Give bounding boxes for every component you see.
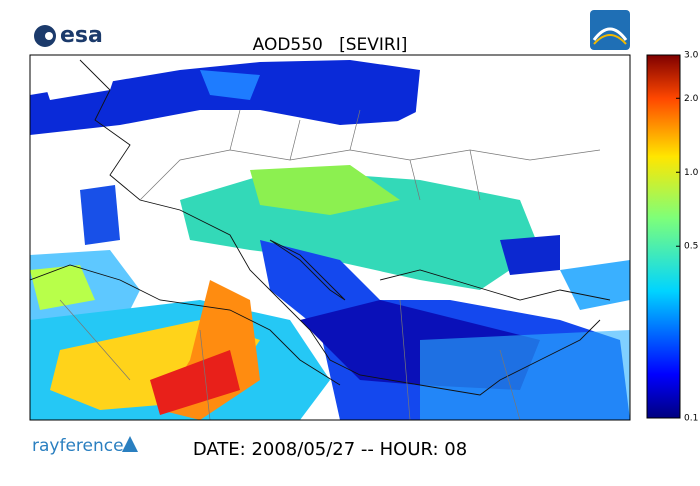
- map-title: AOD550 [SEVIRI]: [253, 35, 408, 55]
- rayference-logo: rayference: [32, 436, 138, 456]
- date-caption: DATE: 2008/05/27 -- HOUR: 08: [193, 439, 467, 460]
- colorbar-tick-label: 1.0: [684, 168, 699, 178]
- colorbar-tick-label: 2.0: [684, 94, 699, 104]
- colorbar: [646, 54, 681, 419]
- colorbar-ticks: 3.0 2.0 1.0 0.5 0.1: [676, 51, 699, 424]
- esa-logo: esa: [34, 23, 103, 48]
- colorbar-tick-label: 3.0: [684, 51, 699, 61]
- esa-logo-text: esa: [60, 23, 103, 48]
- map-frame: [29, 54, 631, 421]
- colorbar-tick-label: 0.5: [684, 242, 698, 252]
- rayference-logo-text: rayference: [32, 436, 124, 456]
- mission-logo: [590, 10, 630, 50]
- colorbar-tick-label: 0.1: [684, 414, 698, 424]
- aerosol-map: [30, 55, 630, 420]
